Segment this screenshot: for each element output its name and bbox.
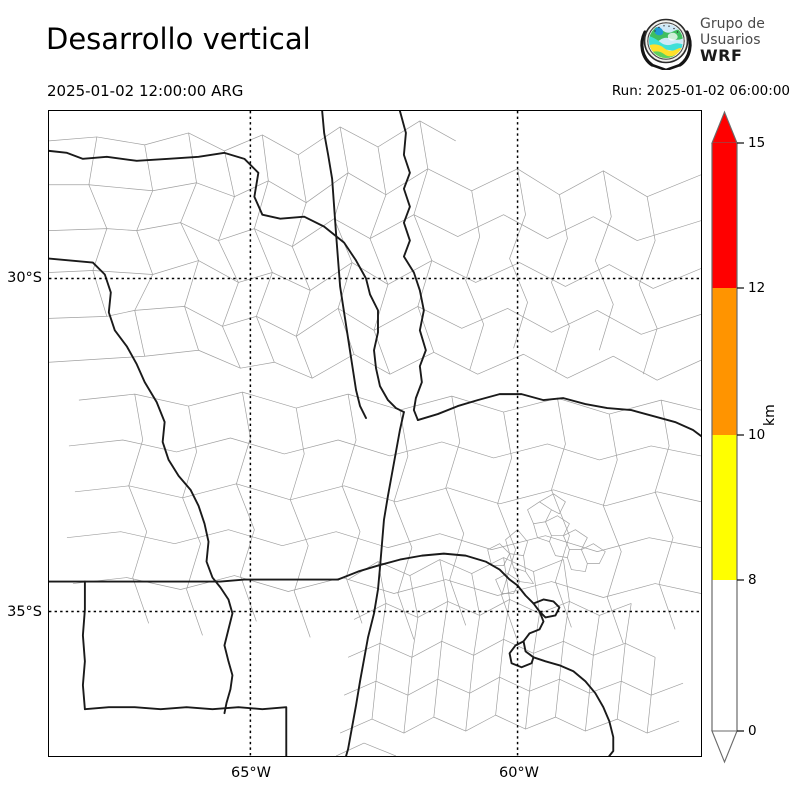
colorbar-tick-label-0: 0 xyxy=(748,723,757,739)
valid-time-label: 2025-01-02 12:00:00 ARG xyxy=(47,82,244,100)
logo-text: Grupo de Usuarios WRF xyxy=(700,16,800,64)
colorbar-band-8-10 xyxy=(712,435,737,580)
colorbar-tick-label-8: 8 xyxy=(748,572,757,588)
colorbar-extend-bottom xyxy=(711,730,738,764)
wrf-user-group-seal-icon xyxy=(640,18,692,70)
logo: Grupo de Usuarios WRF xyxy=(638,14,796,74)
colorbar: 15 12 10 8 0 km xyxy=(706,106,798,768)
province-boundaries xyxy=(49,111,701,756)
department-boundaries xyxy=(49,120,701,756)
colorbar-band-0-8 xyxy=(712,580,737,731)
axis-label-lon-60W: 60°W xyxy=(498,765,540,781)
axis-label-lat-35S: 35°S xyxy=(7,604,42,620)
axis-label-lon-65W: 65°W xyxy=(230,765,272,781)
colorbar-tick-label-15: 15 xyxy=(748,135,766,151)
colorbar-tick-label-10: 10 xyxy=(748,427,766,443)
colorbar-unit-label: km xyxy=(762,404,778,426)
page-title: Desarrollo vertical xyxy=(46,22,311,56)
logo-line-3: WRF xyxy=(700,46,743,65)
colorbar-tick-label-12: 12 xyxy=(748,280,766,296)
colorbar-band-10-12 xyxy=(712,288,737,435)
colorbar-ticks xyxy=(737,142,744,732)
colorbar-gradient xyxy=(711,110,744,764)
axis-label-lat-30S: 30°S xyxy=(7,270,42,286)
logo-line-1: Grupo de xyxy=(700,16,765,32)
colorbar-band-12-15 xyxy=(712,143,737,288)
map-canvas[interactable] xyxy=(48,110,702,757)
logo-line-2: Usuarios xyxy=(700,32,761,48)
map-gridlines xyxy=(49,111,701,756)
colorbar-extend-top xyxy=(711,110,738,144)
map-geography xyxy=(49,111,701,756)
model-run-label: Run: 2025-01-02 06:00:00 xyxy=(611,83,790,99)
